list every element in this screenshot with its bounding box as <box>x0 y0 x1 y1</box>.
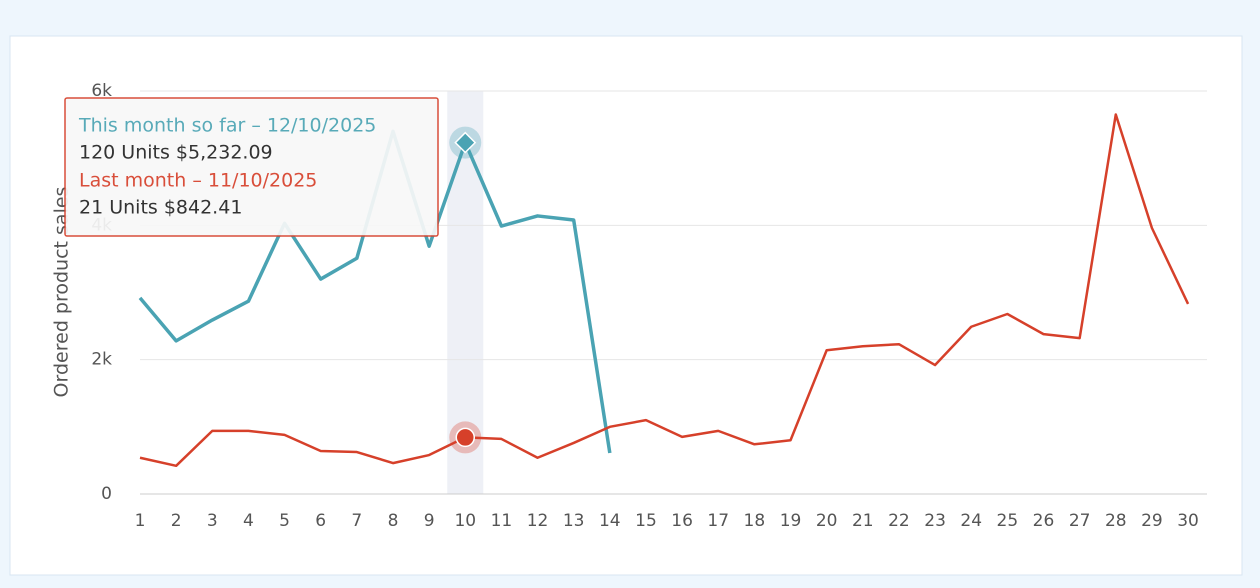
x-tick-label: 5 <box>279 511 290 531</box>
x-tick-label: 25 <box>997 511 1019 531</box>
tooltip-detail: 21 Units $842.41 <box>79 197 242 219</box>
x-tick-label: 30 <box>1177 511 1199 531</box>
hover-point <box>454 131 477 154</box>
x-tick-label: 15 <box>635 511 657 531</box>
tooltip-box <box>64 97 439 237</box>
x-tick-label: 22 <box>888 511 910 531</box>
x-tick-label: 13 <box>563 511 585 531</box>
x-tick-label: 6 <box>315 511 326 531</box>
x-tick-label: 24 <box>960 511 982 531</box>
tooltip: This month so far – 12/10/2025 120 Units … <box>64 97 439 237</box>
y-tick-label: 0 <box>101 484 112 504</box>
hover-band <box>447 91 484 494</box>
x-tick-label: 8 <box>388 511 399 531</box>
x-tick-label: 14 <box>599 511 621 531</box>
x-tick-label: 3 <box>207 511 218 531</box>
x-tick-label: 10 <box>454 511 476 531</box>
x-tick-label: 9 <box>424 511 435 531</box>
x-tick-label: 7 <box>351 511 362 531</box>
x-tick-label: 17 <box>707 511 729 531</box>
y-tick-label: 6k <box>91 81 112 101</box>
x-tick-label: 28 <box>1105 511 1127 531</box>
x-tick-label: 21 <box>852 511 874 531</box>
tooltip-detail: 120 Units $5,232.09 <box>79 142 273 164</box>
hover-point <box>455 427 476 448</box>
x-tick-label: 1 <box>135 511 146 531</box>
series-line <box>139 113 1190 468</box>
x-tick-label: 4 <box>243 511 254 531</box>
x-tick-label: 12 <box>527 511 549 531</box>
y-axis-label: Ordered product sales <box>51 187 73 398</box>
x-tick-label: 29 <box>1141 511 1163 531</box>
x-tick-label: 20 <box>816 511 838 531</box>
x-tick-label: 18 <box>744 511 766 531</box>
x-tick-label: 19 <box>780 511 802 531</box>
x-tick-label: 11 <box>491 511 513 531</box>
x-tick-label: 23 <box>924 511 946 531</box>
tooltip-title: This month so far – 12/10/2025 <box>78 115 376 137</box>
tooltip-title: Last month – 11/10/2025 <box>79 170 317 192</box>
x-tick-label: 2 <box>171 511 182 531</box>
x-tick-label: 27 <box>1069 511 1091 531</box>
x-tick-label: 16 <box>671 511 693 531</box>
y-tick-label: 2k <box>91 350 112 370</box>
lines <box>138 113 1190 468</box>
x-tick-label: 26 <box>1033 511 1055 531</box>
